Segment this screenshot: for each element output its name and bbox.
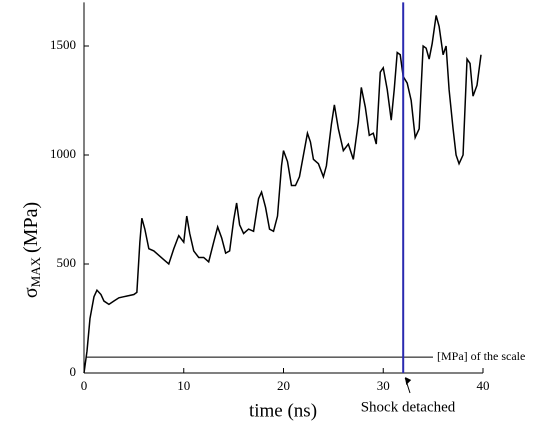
y-tick-label: 1000 (50, 146, 76, 161)
x-tick-label: 40 (477, 378, 490, 393)
x-tick-label: 10 (177, 378, 190, 393)
y-label-unit: (MPa) (20, 202, 42, 253)
data-line (83, 15, 482, 374)
y-label-symbol: σ (20, 287, 42, 298)
x-axis-label: time (ns) (249, 400, 317, 421)
hline-label: [MPa] of the scale (437, 349, 525, 363)
x-tick-label: 30 (377, 378, 390, 393)
vline-label: Shock detached (361, 399, 456, 415)
y-tick-label: 500 (57, 255, 77, 270)
x-tick-label: 20 (277, 378, 290, 393)
y-label-subscript: MAX (28, 256, 43, 287)
x-tick-label: 0 (81, 378, 88, 393)
y-tick-label: 0 (70, 364, 77, 379)
arrow-head (405, 377, 412, 385)
y-axis-label: σMAX (MPa) (20, 202, 43, 298)
y-tick-label: 1500 (50, 37, 76, 52)
